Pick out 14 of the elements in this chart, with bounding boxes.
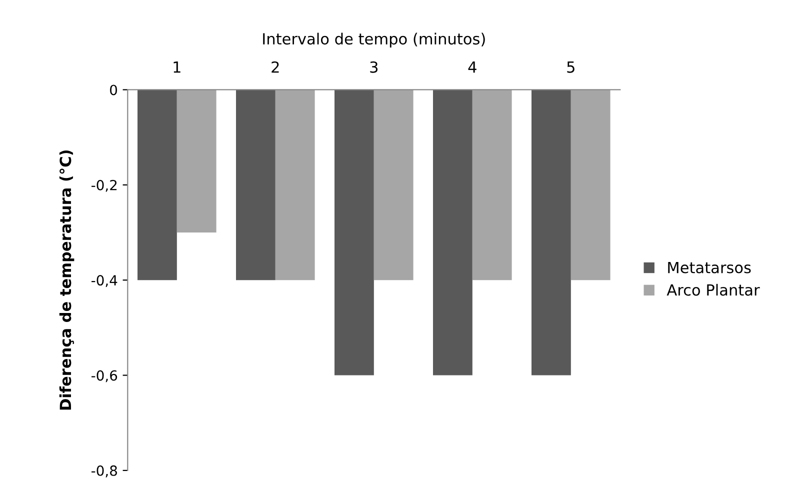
x-tick-label: 4	[468, 62, 476, 73]
x-tick-label: 1	[174, 62, 180, 73]
x-tick-label: 3	[370, 61, 378, 73]
y-tick-label: -0,6	[92, 370, 118, 382]
y-tick-label: -0,8	[92, 465, 117, 478]
x-tick-label: 2	[272, 61, 279, 73]
legend-label: Metatarsos	[668, 262, 751, 274]
y-tick-label: -0,4	[92, 275, 118, 287]
x-tick-label: 5	[567, 62, 574, 73]
legend-label: Arco Plantar	[666, 284, 760, 296]
y-tick-label: 0	[110, 84, 118, 96]
y-tick-label: -0,2	[92, 180, 117, 192]
y-axis-title: Diferença de temperatura (°C)	[59, 150, 74, 410]
x-axis-title: Intervalo de tempo (minutos)	[263, 32, 485, 48]
